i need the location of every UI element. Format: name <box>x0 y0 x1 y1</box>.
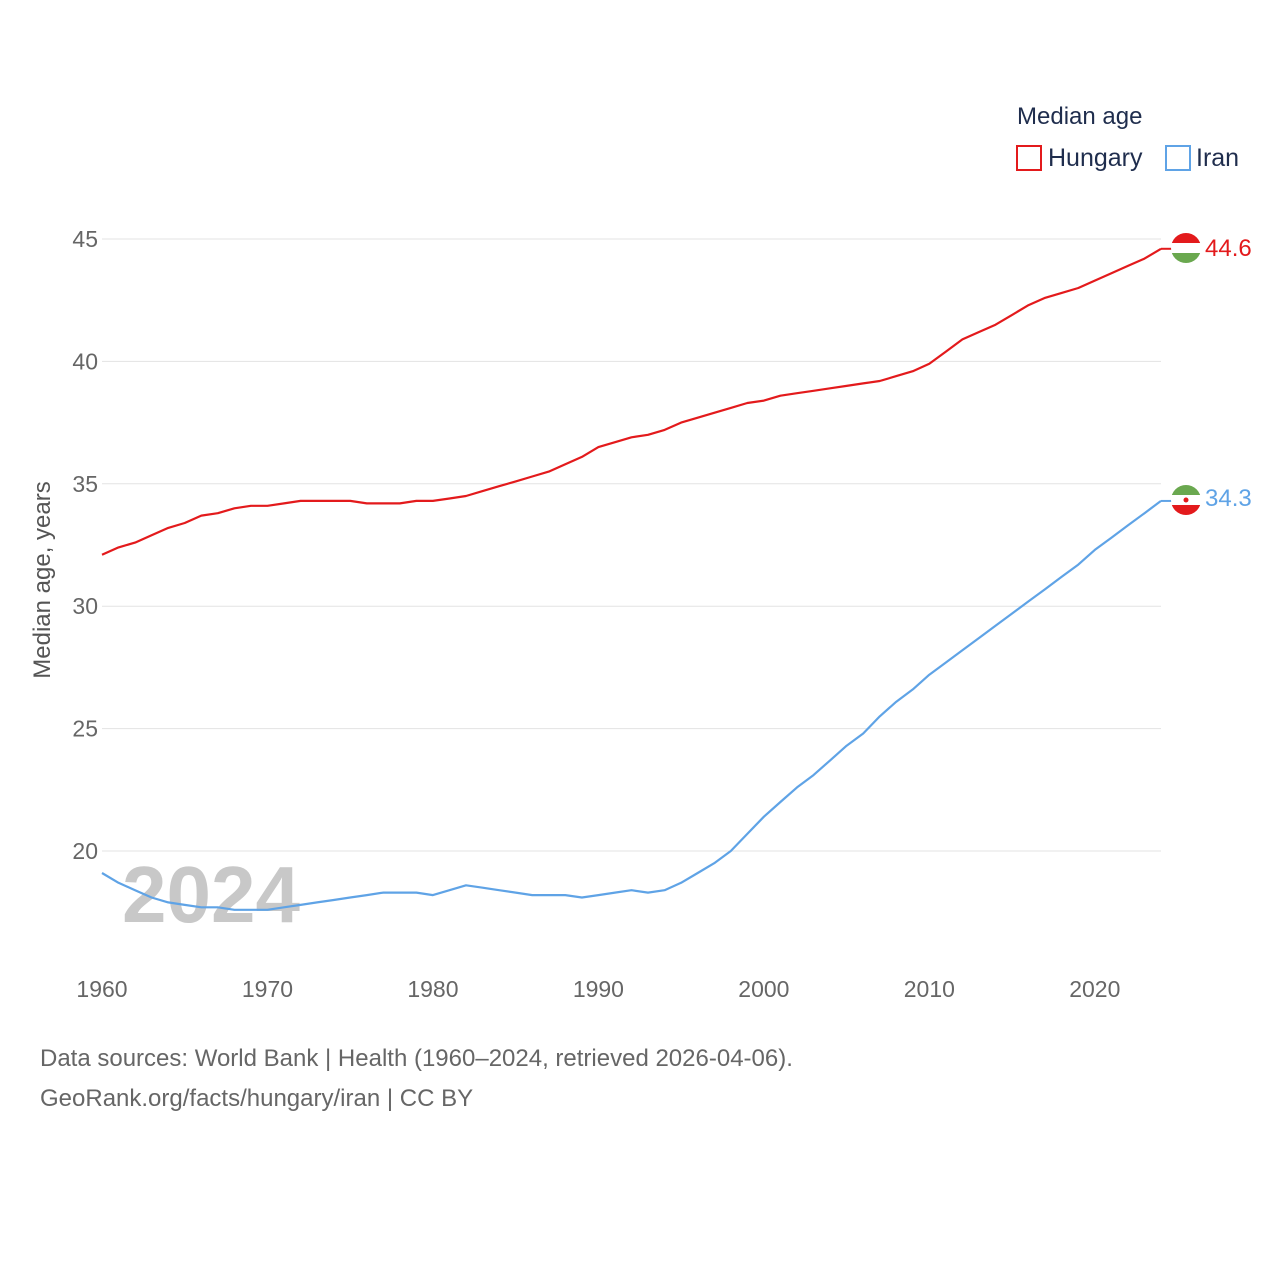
line-chart: 20 25 30 35 40 45 1960 1970 1980 1990 2000 2010 202… <box>29 103 1252 1002</box>
gridlines <box>102 238 1161 852</box>
series-line-hungary <box>101 247 1162 556</box>
y-tick-label-35: 35 <box>72 471 98 497</box>
series-line-iran <box>101 500 1162 911</box>
y-tick-label-30: 30 <box>72 593 98 619</box>
attribution-link[interactable]: GeoRank.org/facts/hungary/iran | CC BY <box>40 1085 474 1112</box>
iran-flag-icon <box>1171 485 1201 515</box>
x-tick-label-1960: 1960 <box>76 976 127 1002</box>
legend-swatch-hungary[interactable] <box>1016 145 1042 171</box>
x-tick-label-1980: 1980 <box>407 976 458 1002</box>
series-lines <box>101 247 1172 911</box>
y-tick-label-40: 40 <box>72 348 98 374</box>
x-tick-label-2000: 2000 <box>738 976 789 1002</box>
hungary-flag-icon <box>1171 233 1201 263</box>
y-tick-label-45: 45 <box>72 226 98 252</box>
y-tick-label-20: 20 <box>72 838 98 864</box>
end-label-hungary: 44.6 <box>1205 235 1252 262</box>
x-tick-label-1990: 1990 <box>573 976 624 1002</box>
y-axis-ticks: 20 25 30 35 40 45 <box>72 226 98 864</box>
data-sources: Data sources: World Bank | Health (1960–… <box>40 1045 793 1072</box>
end-label-iran: 34.3 <box>1205 485 1252 512</box>
x-tick-label-2020: 2020 <box>1069 976 1120 1002</box>
legend[interactable]: Median age Hungary Iran <box>1016 103 1239 172</box>
legend-swatch-iran[interactable] <box>1165 145 1191 171</box>
legend-label-iran[interactable]: Iran <box>1196 144 1239 172</box>
y-tick-label-25: 25 <box>72 716 98 742</box>
y-axis-title: Median age, years <box>29 481 56 678</box>
legend-title: Median age <box>1017 103 1142 130</box>
x-tick-label-1970: 1970 <box>242 976 293 1002</box>
year-watermark: 2024 <box>122 850 300 939</box>
legend-label-hungary[interactable]: Hungary <box>1048 144 1143 172</box>
x-tick-label-2010: 2010 <box>904 976 955 1002</box>
x-axis-ticks: 1960 1970 1980 1990 2000 2010 2020 <box>76 976 1120 1002</box>
